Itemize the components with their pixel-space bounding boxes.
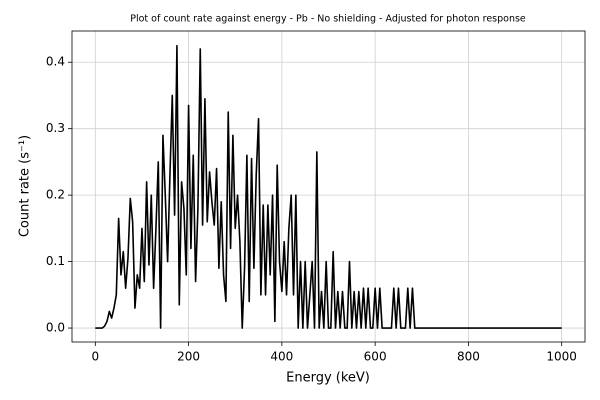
plot-frame: [71, 30, 586, 343]
x-tick-label: 600: [364, 350, 387, 364]
y-axis-label: Count rate (s⁻¹): [18, 135, 33, 237]
x-tick-label: 800: [457, 350, 480, 364]
x-axis-label: Energy (keV): [286, 371, 370, 386]
data-line: [95, 44, 562, 329]
x-tick-label: 400: [270, 350, 293, 364]
x-tick-label: 200: [177, 350, 200, 364]
chart-title: Plot of count rate against energy - Pb -…: [130, 14, 526, 25]
y-tick-label: 0.4: [46, 55, 65, 69]
x-tick-label: 1000: [546, 350, 577, 364]
y-tick-label: 0.1: [46, 254, 65, 268]
y-tick-label: 0.0: [46, 321, 65, 335]
y-tick-label: 0.3: [46, 121, 65, 135]
x-tick-label: 0: [91, 350, 99, 364]
y-tick-label: 0.2: [46, 188, 65, 202]
